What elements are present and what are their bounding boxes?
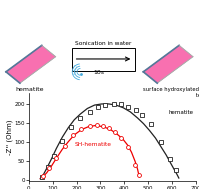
FancyBboxPatch shape (72, 48, 135, 71)
Text: surface hydroxylated
hematite (SH-hematite): surface hydroxylated hematite (SH-hemati… (139, 87, 199, 98)
Text: 10s: 10s (94, 70, 104, 75)
Text: Sonication in water: Sonication in water (75, 41, 132, 46)
Text: ◌̂
)): ◌̂ )) (72, 64, 77, 75)
Polygon shape (6, 45, 56, 83)
Y-axis label: -Z'' (Ohm): -Z'' (Ohm) (6, 119, 13, 155)
Text: hematite: hematite (16, 87, 44, 92)
Text: SH-hematite: SH-hematite (75, 142, 112, 147)
Text: hematite: hematite (169, 110, 194, 115)
Polygon shape (143, 45, 193, 83)
